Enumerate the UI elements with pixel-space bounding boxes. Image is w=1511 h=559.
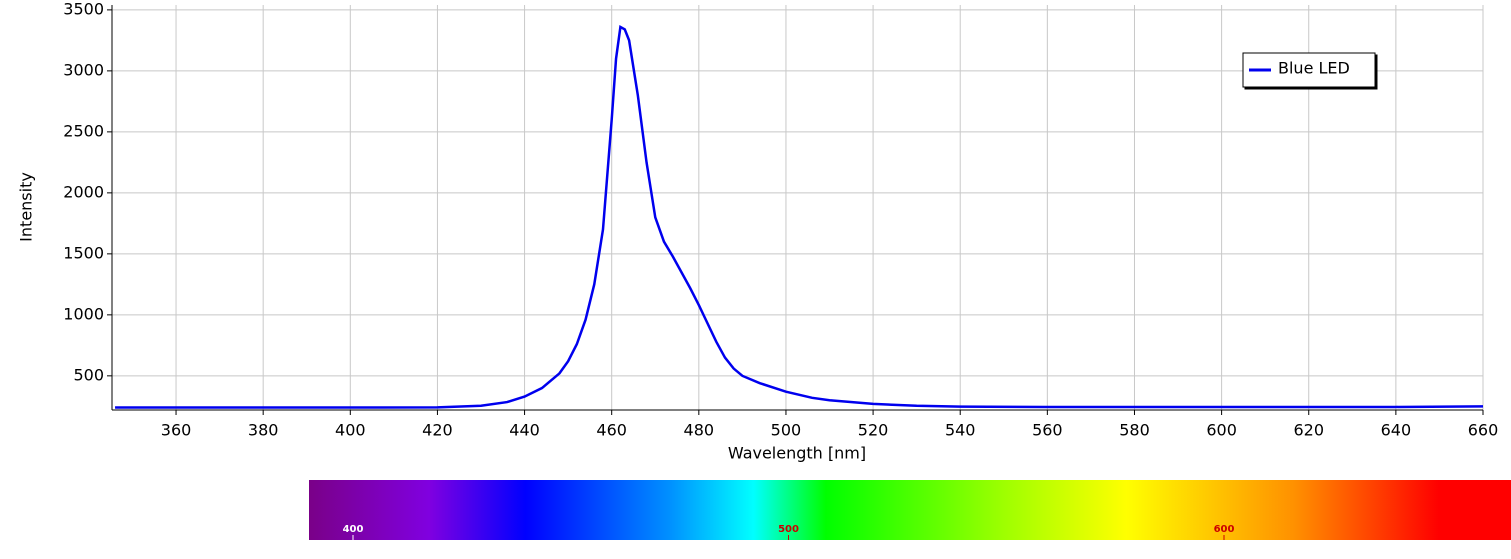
y-axis-label: Intensity <box>17 172 36 242</box>
x-tick-label: 500 <box>771 421 802 440</box>
y-tick-label: 2000 <box>63 182 104 201</box>
x-tick-label: 480 <box>684 421 715 440</box>
x-tick-label: 400 <box>335 421 366 440</box>
x-tick-label: 540 <box>945 421 976 440</box>
spectrum-bar <box>309 480 1511 540</box>
x-tick-label: 460 <box>596 421 627 440</box>
x-tick-label: 640 <box>1381 421 1412 440</box>
x-tick-label: 440 <box>509 421 540 440</box>
x-tick-label: 600 <box>1206 421 1237 440</box>
y-tick-label: 3000 <box>63 60 104 79</box>
spectrum-tick-label: 400 <box>343 524 364 535</box>
x-tick-label: 380 <box>248 421 279 440</box>
x-tick-label: 560 <box>1032 421 1063 440</box>
x-tick-label: 580 <box>1119 421 1150 440</box>
x-tick-label: 420 <box>422 421 453 440</box>
y-tick-label: 500 <box>73 365 104 384</box>
spectrum-tick-label: 500 <box>778 524 799 535</box>
y-tick-label: 3500 <box>63 0 104 18</box>
data-line <box>115 24 1484 409</box>
x-axis-label: Wavelength [nm] <box>728 444 866 463</box>
x-tick-label: 660 <box>1468 421 1499 440</box>
x-tick-label: 520 <box>858 421 889 440</box>
y-tick-label: 2500 <box>63 121 104 140</box>
y-tick-label: 1000 <box>63 304 104 323</box>
x-tick-label: 620 <box>1293 421 1324 440</box>
y-tick-label: 1500 <box>63 243 104 262</box>
spectrum-tick-label: 600 <box>1214 524 1235 535</box>
x-tick-label: 360 <box>161 421 192 440</box>
legend-label: Blue LED <box>1278 59 1350 78</box>
